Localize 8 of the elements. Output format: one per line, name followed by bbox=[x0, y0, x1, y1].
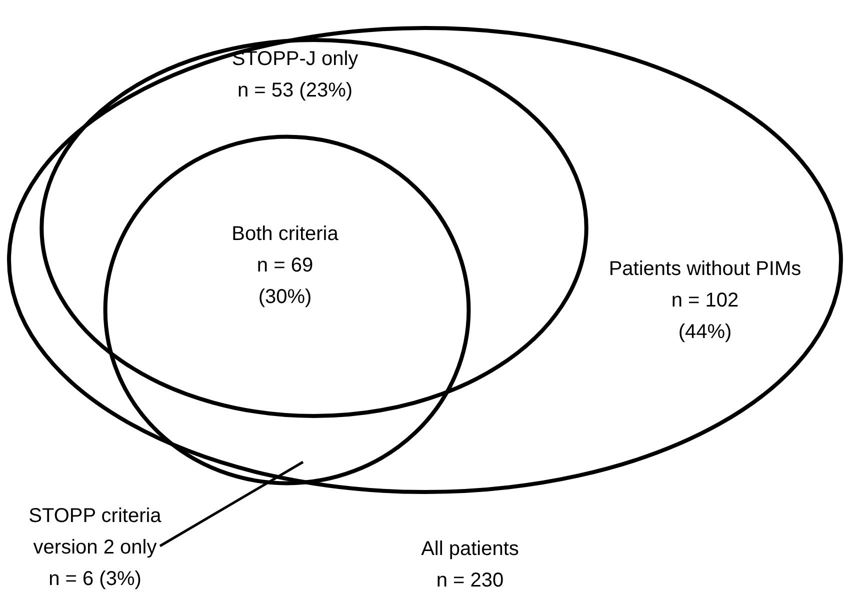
data-label: n = 69 (30%) bbox=[256, 254, 314, 308]
data-label: n = 102 (44%) bbox=[671, 290, 739, 343]
category-label: Patients without PIMs bbox=[608, 258, 802, 280]
category-label: All patients bbox=[421, 538, 519, 560]
data-label: n = 53 (23%) bbox=[237, 80, 353, 102]
category-label: Both criteria bbox=[232, 223, 340, 245]
data-label: n = 230 bbox=[436, 570, 504, 592]
data-label: n = 6 (3%) bbox=[48, 568, 142, 590]
